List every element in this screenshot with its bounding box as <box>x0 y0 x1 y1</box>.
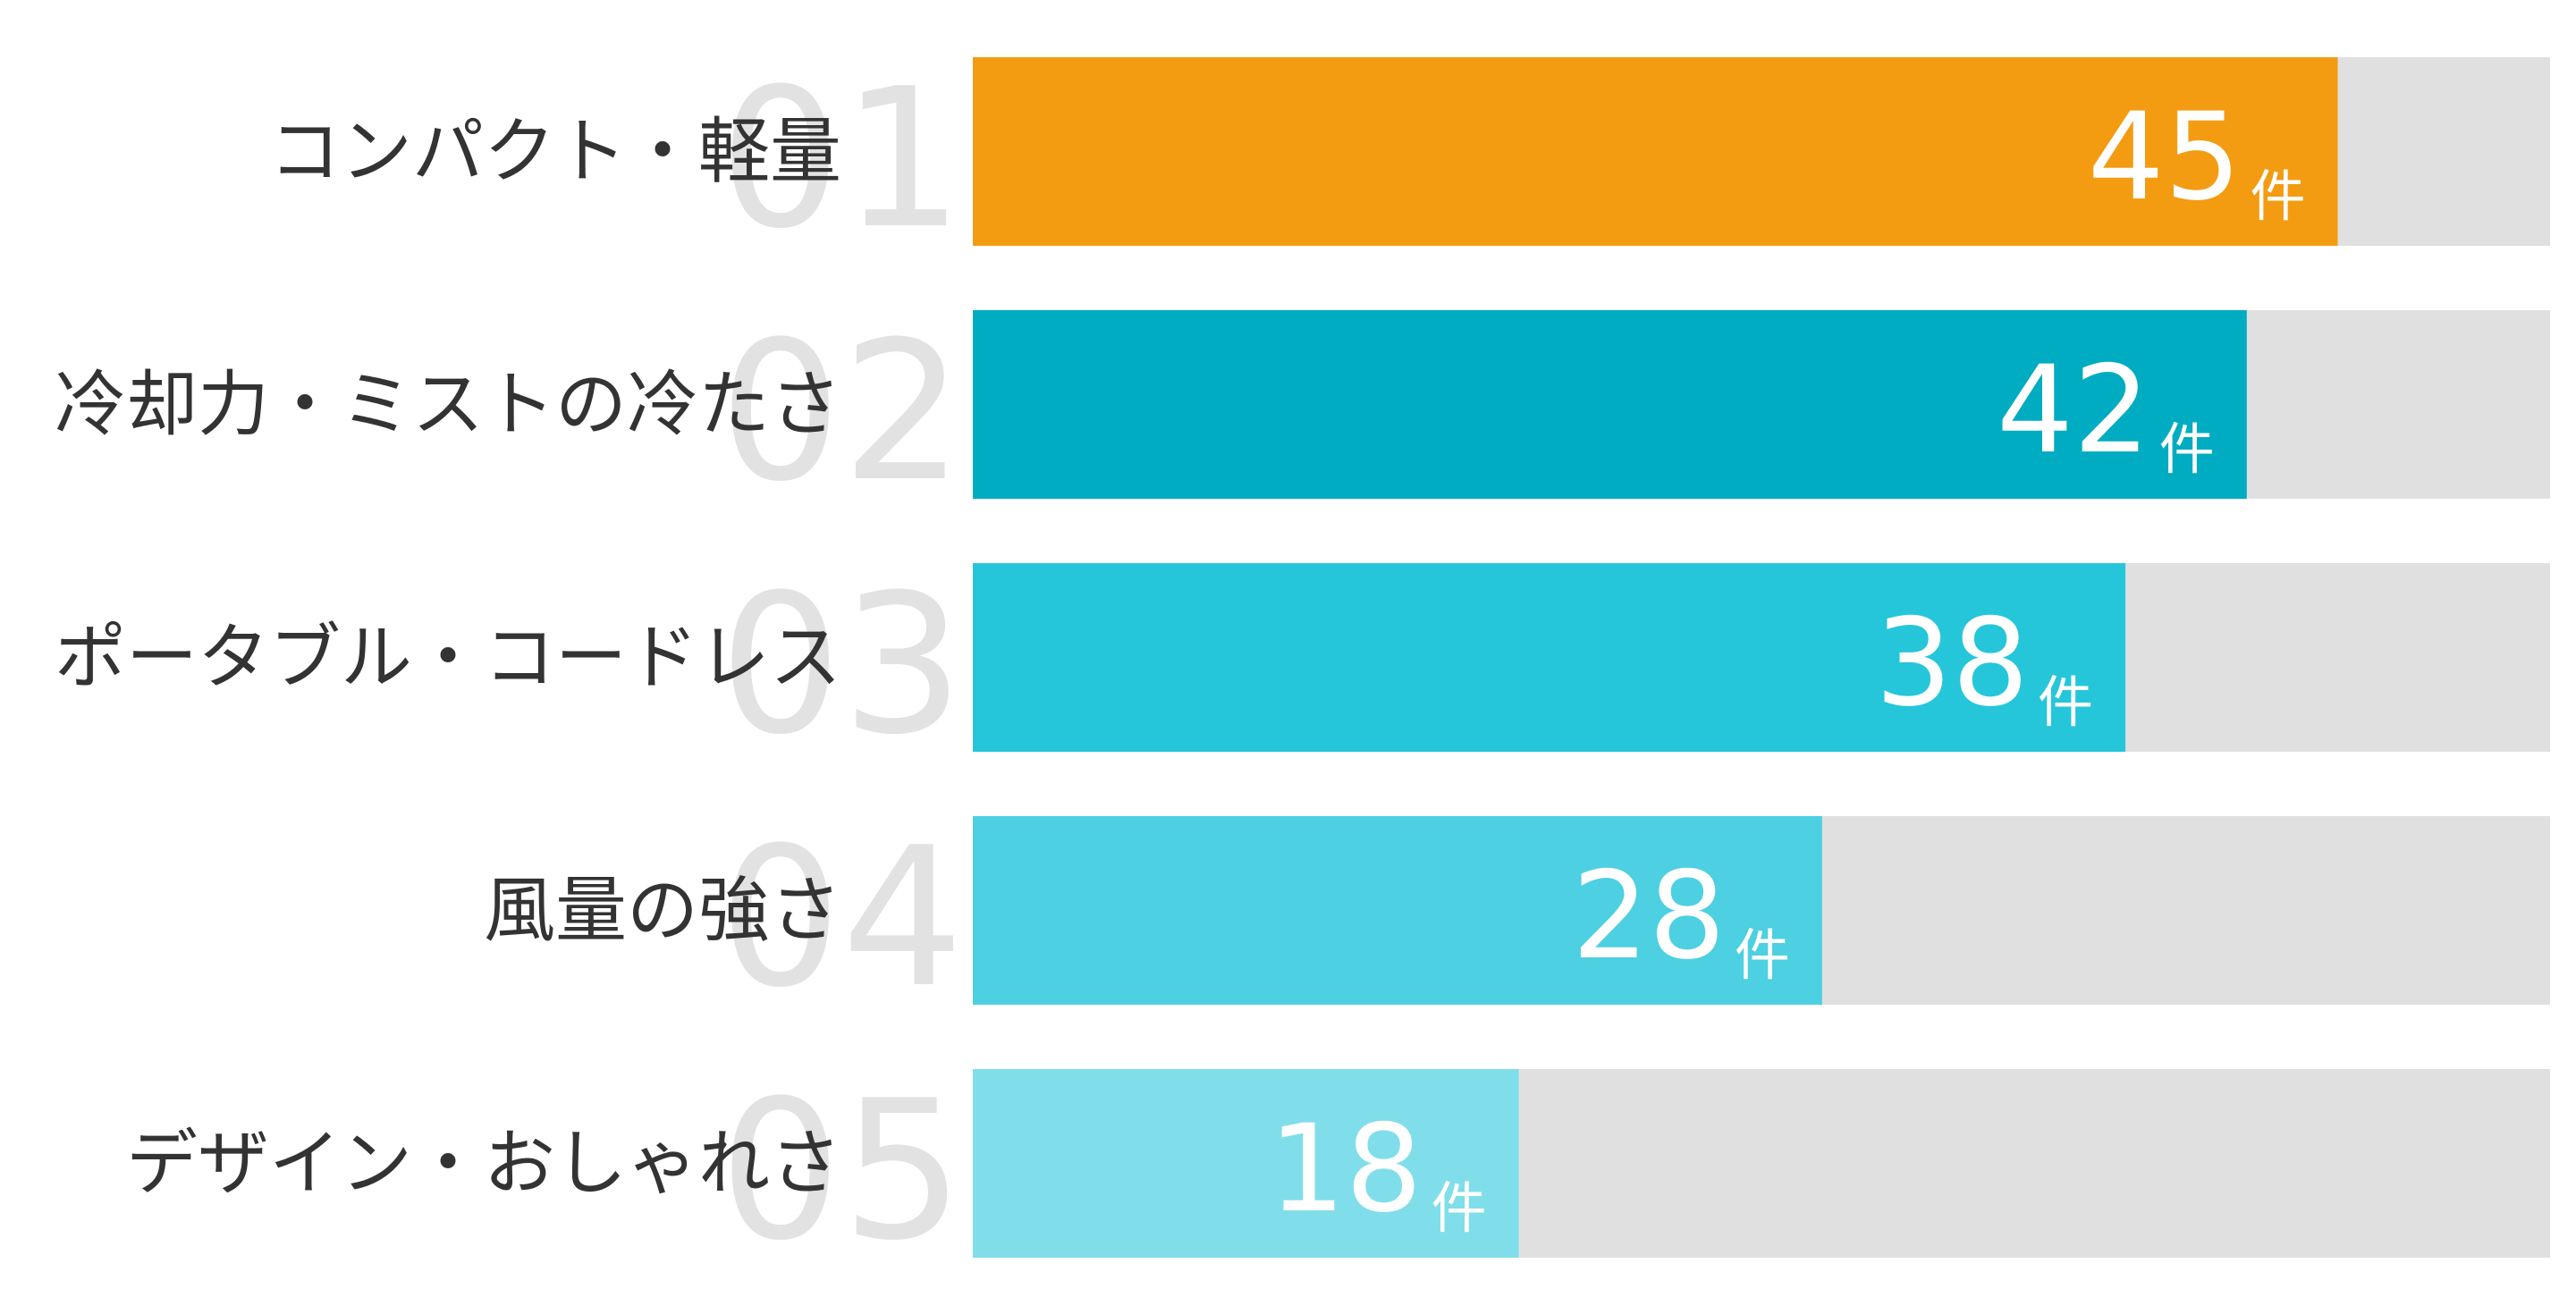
value-label: 38 <box>1875 593 2029 733</box>
value-label: 42 <box>1997 340 2150 480</box>
rank-number: 05 <box>719 1058 964 1283</box>
bar <box>973 816 1822 1005</box>
value-label: 18 <box>1269 1099 1423 1239</box>
value-unit: 件 <box>2159 417 2215 482</box>
value-unit: 件 <box>1432 1175 1487 1241</box>
bar <box>973 1069 1519 1258</box>
bar <box>973 57 2338 246</box>
category-label: ポータブル・コードレス <box>55 616 841 699</box>
value-unit: 件 <box>1735 922 1790 988</box>
bar <box>973 563 2126 752</box>
rank-number: 01 <box>719 46 964 271</box>
value-label: 45 <box>2088 87 2242 227</box>
rank-number: 04 <box>719 805 964 1030</box>
value-unit: 件 <box>2038 670 2093 735</box>
bar <box>973 310 2247 499</box>
category-label: デザイン・おしゃれさ <box>126 1122 841 1205</box>
category-label: 冷却力・ミストの冷たさ <box>55 363 841 446</box>
value-label: 28 <box>1572 846 1726 986</box>
category-label: コンパクト・軽量 <box>269 110 841 193</box>
rank-number: 03 <box>719 552 964 777</box>
category-label: 風量の強さ <box>484 869 841 952</box>
value-unit: 件 <box>2251 164 2306 229</box>
rank-number: 02 <box>719 299 964 524</box>
